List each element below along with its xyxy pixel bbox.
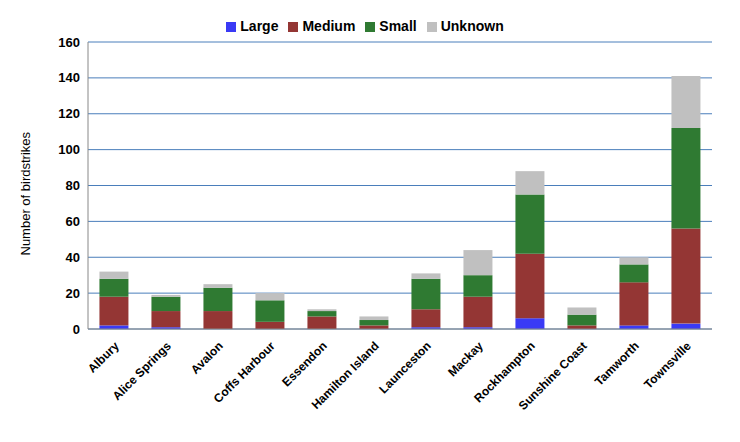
svg-text:80: 80	[66, 178, 80, 193]
svg-text:Launceston: Launceston	[376, 339, 434, 397]
svg-text:Mackay: Mackay	[445, 339, 486, 380]
svg-text:120: 120	[58, 106, 80, 121]
svg-text:140: 140	[58, 70, 80, 85]
svg-text:40: 40	[66, 250, 80, 265]
svg-text:100: 100	[58, 142, 80, 157]
svg-text:0: 0	[73, 322, 80, 337]
svg-text:Number of birdstrikes: Number of birdstrikes	[18, 131, 33, 255]
svg-text:Townsville: Townsville	[641, 339, 694, 392]
svg-text:Albury: Albury	[85, 339, 122, 376]
svg-text:20: 20	[66, 286, 80, 301]
html-text:Small: Small	[379, 18, 417, 34]
html-text:Unknown: Unknown	[440, 18, 504, 34]
html-text:Medium: Medium	[302, 18, 356, 34]
svg-text:Sunshine Coast: Sunshine Coast	[516, 339, 590, 413]
html-text:Large: Large	[240, 18, 279, 34]
svg-text:Essendon: Essendon	[279, 339, 329, 389]
svg-text:60: 60	[66, 214, 80, 229]
svg-text:Rockhampton: Rockhampton	[471, 338, 538, 406]
svg-text:Hamilton Island: Hamilton Island	[309, 339, 382, 412]
svg-text:160: 160	[58, 35, 80, 50]
svg-text:Coffs Harbour: Coffs Harbour	[211, 339, 278, 406]
svg-text:Tamworth: Tamworth	[592, 339, 642, 389]
svg-text:Avalon: Avalon	[188, 339, 226, 377]
svg-text:Alice Springs: Alice Springs	[110, 339, 174, 403]
